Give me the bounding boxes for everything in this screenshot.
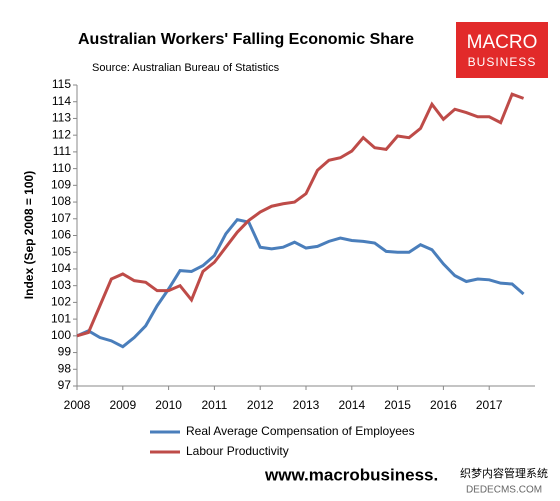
y-tick-label: 112 <box>52 127 71 141</box>
y-tick-label: 103 <box>51 278 71 292</box>
legend-label: Real Average Compensation of Employees <box>186 424 415 438</box>
y-tick-label: 97 <box>58 378 72 392</box>
x-tick-label: 2008 <box>64 398 91 412</box>
y-tick-label: 98 <box>58 361 72 375</box>
series-line <box>76 92 525 338</box>
logo-text: MACRO <box>467 32 538 53</box>
y-tick-label: 99 <box>58 345 72 359</box>
watermark: 织梦内容管理系统 <box>460 466 548 480</box>
chart-title: Australian Workers' Falling Economic Sha… <box>78 31 414 48</box>
logo-text: BUSINESS <box>468 55 537 69</box>
y-tick-label: 111 <box>53 144 72 158</box>
watermark-box <box>450 462 560 501</box>
x-tick-label: 2017 <box>476 398 503 412</box>
y-tick-label: 108 <box>51 194 71 208</box>
logo-box <box>456 22 548 78</box>
y-tick-label: 115 <box>52 77 71 91</box>
x-tick-label: 2014 <box>338 398 365 412</box>
y-tick-label: 100 <box>51 328 71 342</box>
y-tick-label: 102 <box>51 295 71 309</box>
x-tick-label: 2015 <box>384 398 411 412</box>
x-tick-label: 2012 <box>247 398 274 412</box>
x-tick-label: 2011 <box>201 398 227 412</box>
series-line <box>76 217 525 349</box>
y-tick-label: 104 <box>51 261 71 275</box>
x-tick-label: 2013 <box>293 398 320 412</box>
x-tick-label: 2016 <box>430 398 457 412</box>
x-tick-label: 2010 <box>155 398 182 412</box>
footer: www.macrobusiness. <box>264 465 438 484</box>
y-tick-label: 110 <box>52 161 71 175</box>
legend-label: Labour Productivity <box>186 444 289 458</box>
chart-subtitle: Source: Australian Bureau of Statistics <box>92 62 280 74</box>
y-tick-label: 109 <box>51 178 71 192</box>
y-tick-label: 106 <box>51 228 71 242</box>
watermark: DEDECMS.COM <box>466 485 542 496</box>
y-axis-label: Index (Sep 2008 = 100) <box>22 171 36 299</box>
y-tick-label: 114 <box>52 94 71 108</box>
y-tick-label: 107 <box>51 211 71 225</box>
x-tick-label: 2009 <box>109 398 136 412</box>
y-tick-label: 105 <box>51 244 71 258</box>
y-tick-label: 101 <box>51 311 71 325</box>
y-tick-label: 113 <box>52 111 71 125</box>
